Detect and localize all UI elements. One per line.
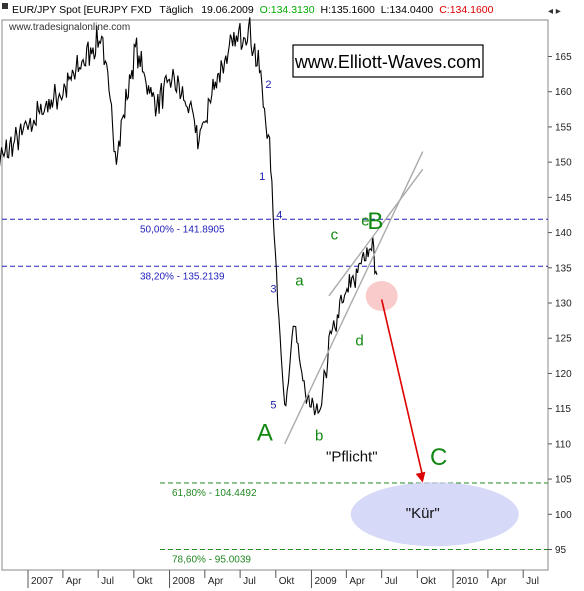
x-tick-label-3: Okt <box>137 576 153 587</box>
x-tick-label-1: Apr <box>66 576 82 587</box>
forecast-arrow-head <box>415 471 426 483</box>
y-tick-label-140: 140 <box>555 228 572 239</box>
wave-label-C: C <box>430 444 447 471</box>
wedge-line-0 <box>284 151 424 445</box>
header-open: O:134.3130 <box>260 4 315 16</box>
y-tick-label-105: 105 <box>555 475 572 486</box>
y-axis-ticks: 95 100 105 110 115 120 125 130 135 140 145 150 155 16… <box>548 52 572 556</box>
brand-text[interactable]: www.Elliott-Waves.com <box>294 52 481 72</box>
y-tick-label-125: 125 <box>555 334 572 345</box>
x-tick-label-10: Jul <box>385 576 398 587</box>
x-axis-ticks: 2007 Apr Jul Okt 2008 Apr Jul Okt 2009 Apr Jul Okt 2… <box>27 570 539 588</box>
y-tick-label-115: 115 <box>555 404 571 415</box>
x-tick-label-14: Jul <box>526 576 539 587</box>
y-tick-label-155: 155 <box>555 122 572 133</box>
label-layer: 1 2 3 4 5 a b c d e A B C "Pflicht" "Kür" <box>257 79 447 522</box>
wave-label-3: 3 <box>270 283 276 295</box>
y-tick-label-135: 135 <box>555 263 572 274</box>
chart-header: EUR/JPY Spot [EURJPY FXD Täglich 19.06.2… <box>2 3 561 17</box>
overlay-layer <box>284 151 519 547</box>
price-layer <box>0 17 378 416</box>
wave-label-4: 4 <box>276 209 282 221</box>
wave-label-d: d <box>355 332 363 349</box>
wave-label-2: 2 <box>265 79 271 91</box>
annotation-0: "Pflicht" <box>326 448 378 465</box>
x-tick-label-8: 2009 <box>314 576 337 587</box>
fib-label-1: 38,20% - 135.2139 <box>140 271 225 282</box>
fib-label-2: 61,80% - 104.4492 <box>172 488 257 499</box>
wedge-line-1 <box>328 168 424 297</box>
header-interval: Täglich <box>159 4 193 16</box>
y-tick-label-95: 95 <box>555 545 567 556</box>
wave-label-B: B <box>367 208 383 235</box>
x-tick-label-4: 2008 <box>173 576 196 587</box>
forecast-arrow-line <box>380 299 424 477</box>
highlight-circle <box>365 280 398 311</box>
header-date: 19.06.2009 <box>201 4 254 16</box>
header-square-icon <box>2 3 8 9</box>
source-text: www.tradesignalonline.com <box>8 22 130 33</box>
y-tick-label-165: 165 <box>555 52 572 63</box>
header-close: C:134.1600 <box>439 4 493 16</box>
annotation-1: "Kür" <box>406 505 440 522</box>
target-ellipse <box>350 482 519 547</box>
x-tick-label-5: Apr <box>208 576 224 587</box>
header-low: L:134.0400 <box>381 4 434 16</box>
x-tick-label-0: 2007 <box>31 576 54 587</box>
y-tick-label-145: 145 <box>555 193 572 204</box>
price-line <box>0 17 378 416</box>
y-tick-label-160: 160 <box>555 87 572 98</box>
scroll-arrows-icon[interactable]: ◂ ▸ <box>548 6 561 17</box>
y-tick-label-150: 150 <box>555 158 572 169</box>
x-tick-label-6: Jul <box>243 576 256 587</box>
fib-label-0: 50,00% - 141.8905 <box>140 224 225 235</box>
x-tick-label-12: 2010 <box>456 576 479 587</box>
y-tick-label-110: 110 <box>555 439 571 450</box>
header-title: EUR/JPY Spot [EURJPY FXD <box>12 4 152 16</box>
y-tick-label-130: 130 <box>555 299 572 310</box>
x-tick-label-7: Okt <box>279 576 295 587</box>
y-tick-label-120: 120 <box>555 369 572 380</box>
fib-label-3: 78,60% - 95.0039 <box>172 554 251 565</box>
fib-levels-layer: 50,00% - 141.8905 38,20% - 135.2139 61,80%… <box>2 218 548 565</box>
x-tick-label-9: Apr <box>349 576 365 587</box>
header-text: EUR/JPY Spot [EURJPY FXD Täglich 19.06.2… <box>12 4 494 16</box>
wave-label-a: a <box>295 272 304 289</box>
x-tick-label-13: Apr <box>491 576 507 587</box>
wave-label-c: c <box>331 227 339 244</box>
wave-label-1: 1 <box>259 171 265 183</box>
brand-box[interactable]: www.Elliott-Waves.com <box>292 44 484 78</box>
x-tick-label-2: Jul <box>101 576 114 587</box>
header-high: H:135.1600 <box>320 4 374 16</box>
y-tick-label-100: 100 <box>555 510 572 521</box>
wave-label-b: b <box>315 427 323 444</box>
x-tick-label-11: Okt <box>420 576 436 587</box>
wave-label-5: 5 <box>270 400 276 412</box>
wave-label-A: A <box>257 419 273 446</box>
wave-label-e: e <box>361 213 369 230</box>
